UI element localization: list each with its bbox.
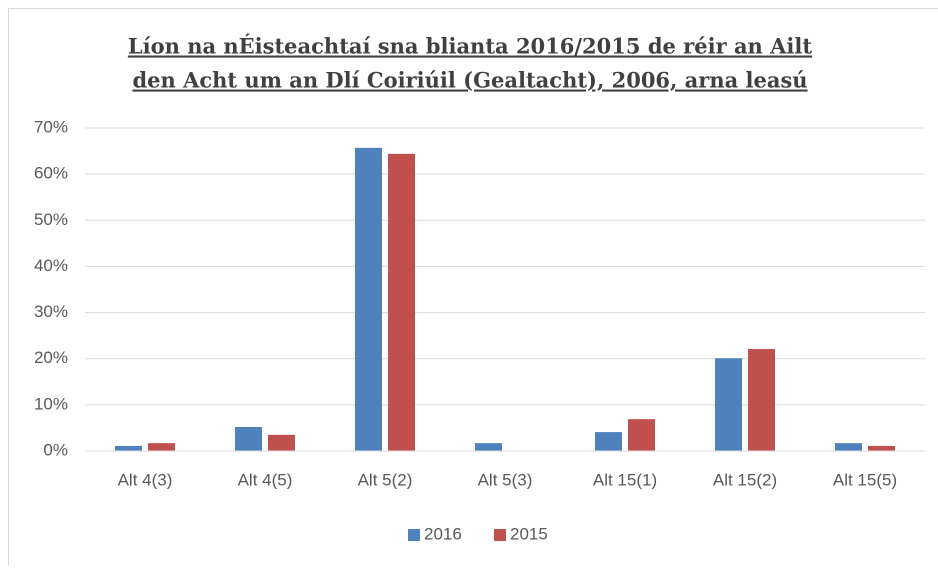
- legend-swatch: [494, 529, 506, 541]
- y-tick-label: 20%: [34, 348, 68, 367]
- bar: [115, 446, 142, 451]
- bar: [835, 443, 862, 451]
- y-tick-label: 60%: [34, 164, 68, 183]
- chart-title: Líon na nÉisteachtaí sna blianta 2016/20…: [128, 34, 812, 59]
- x-tick-label: Alt 5(2): [358, 470, 413, 489]
- bar: [475, 443, 502, 451]
- legend-label: 2015: [510, 524, 548, 543]
- bar: [748, 349, 775, 451]
- y-tick-label: 0%: [43, 440, 68, 459]
- bar: [235, 427, 262, 451]
- y-tick-label: 40%: [34, 256, 68, 275]
- bar: [148, 443, 175, 451]
- y-tick-label: 10%: [34, 394, 68, 413]
- y-tick-label: 70%: [34, 117, 68, 136]
- bar: [388, 154, 415, 451]
- chart-title: den Acht um an Dlí Coiriúil (Gealtacht),…: [132, 68, 807, 93]
- x-tick-label: Alt 15(2): [713, 470, 777, 489]
- x-tick-label: Alt 4(3): [118, 470, 173, 489]
- x-tick-label: Alt 4(5): [238, 470, 293, 489]
- bar: [595, 432, 622, 451]
- bar: [628, 419, 655, 451]
- y-tick-label: 30%: [34, 302, 68, 321]
- bar: [355, 148, 382, 451]
- bar: [715, 358, 742, 451]
- x-tick-label: Alt 15(1): [593, 470, 657, 489]
- x-tick-label: Alt 5(3): [478, 470, 533, 489]
- y-tick-label: 50%: [34, 210, 68, 229]
- bar: [868, 446, 895, 451]
- bar: [268, 435, 295, 451]
- x-tick-label: Alt 15(5): [833, 470, 897, 489]
- legend-label: 2016: [424, 524, 462, 543]
- legend-swatch: [408, 529, 420, 541]
